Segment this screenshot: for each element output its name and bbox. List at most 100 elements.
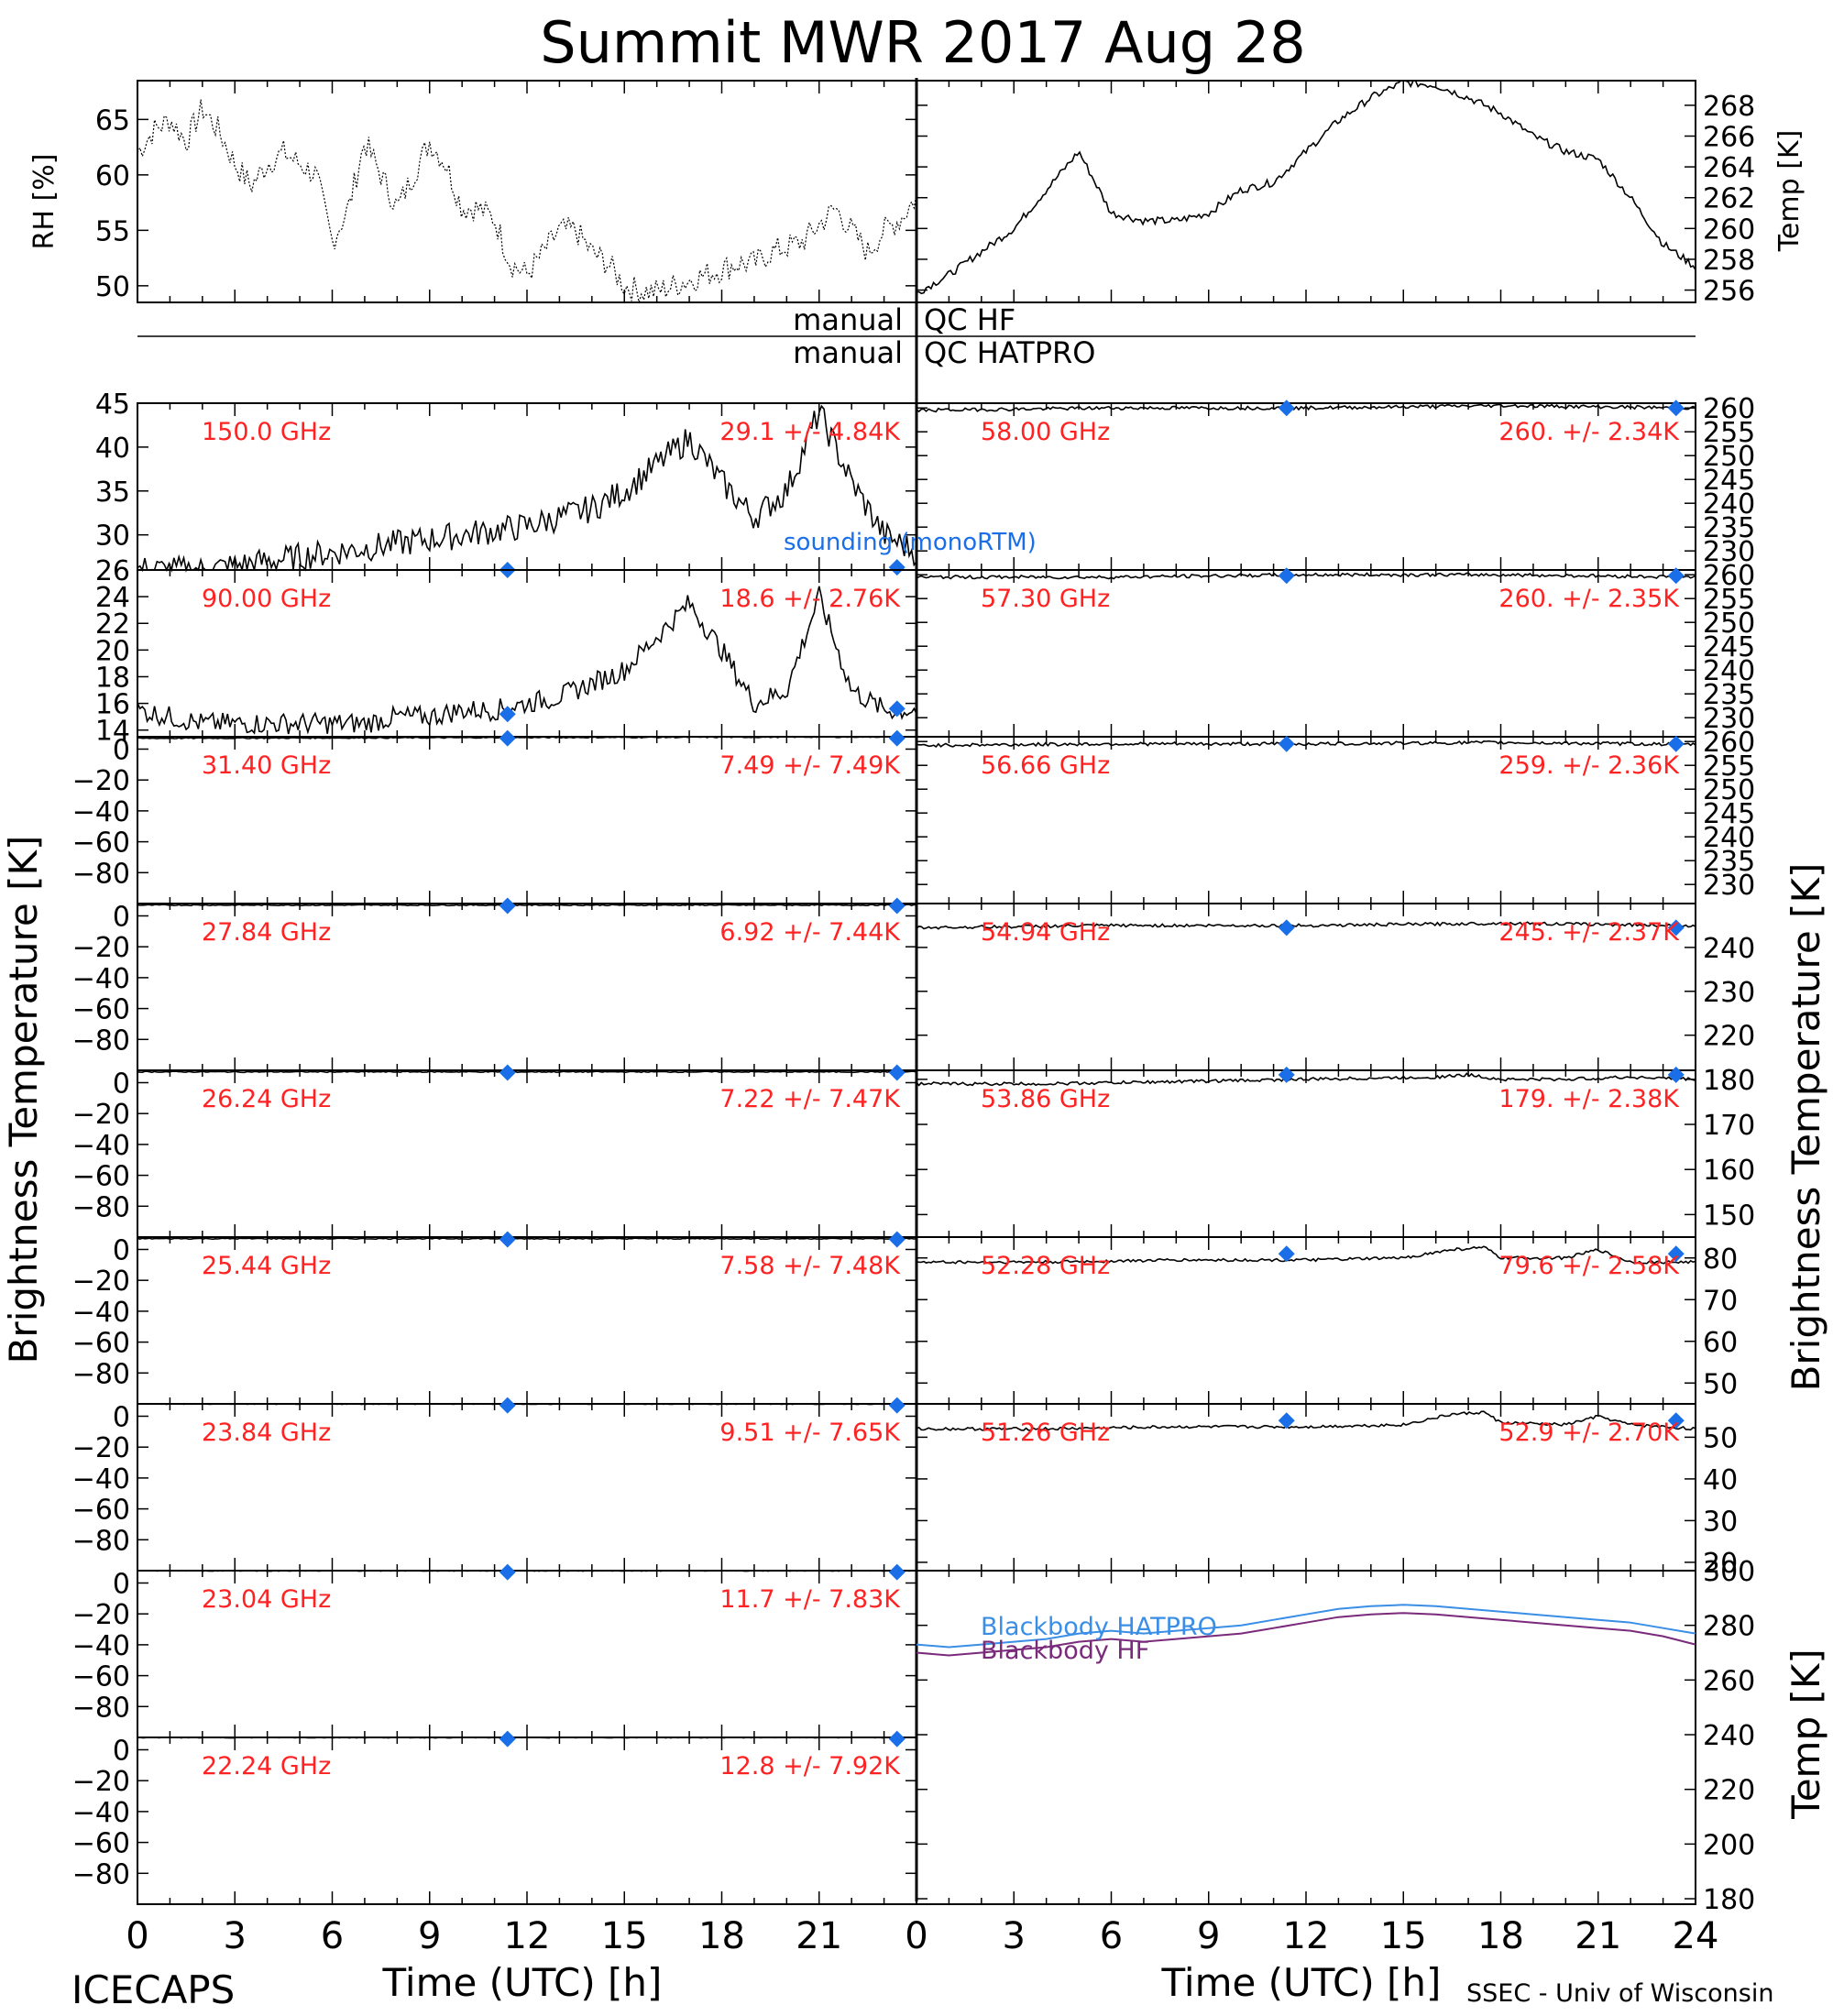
channel-stats: 9.51 +/- 7.65K bbox=[719, 1419, 901, 1447]
channel-stats: 259. +/- 2.36K bbox=[1498, 751, 1680, 780]
y-tick-label: 80 bbox=[1703, 1244, 1738, 1276]
series-line-ch53 bbox=[916, 1072, 1696, 1087]
y-tick-label: 70 bbox=[1703, 1285, 1738, 1317]
sounding-marker bbox=[499, 1397, 516, 1414]
y-tick-label: 18 bbox=[95, 662, 130, 694]
y-tick-label: −80 bbox=[72, 1692, 130, 1724]
sounding-marker bbox=[499, 706, 516, 723]
series-line-ch58 bbox=[916, 403, 1696, 413]
y-tick-label: 230 bbox=[1703, 536, 1755, 568]
panel-ch23_0: 0−20−40−60−80 23.04 GHz 11.7 +/- 7.83K bbox=[72, 1563, 917, 1738]
y-tick-label: 16 bbox=[95, 689, 130, 721]
y-tick-label: 280 bbox=[1703, 1611, 1755, 1643]
y-tick-label: 240 bbox=[1703, 488, 1755, 520]
channel-frequency: 90.00 GHz bbox=[202, 585, 331, 613]
x-axis-label-right: Time (UTC) [h] bbox=[1161, 1960, 1442, 2005]
series-line-rh bbox=[137, 99, 917, 303]
series-line-ch23_8 bbox=[137, 1403, 917, 1406]
y-tick-label: 14 bbox=[95, 716, 130, 748]
panel-blackbody: 180 200 220 240 260 280 300 Blackbody HATPROBla… bbox=[916, 1556, 1755, 1916]
y-tick-label: −20 bbox=[72, 1265, 130, 1298]
panel-ch51: 20 30 40 50 51.26 GHz 52.9 +/- 2.70K bbox=[916, 1403, 1738, 1580]
series-line-ch23_0 bbox=[137, 1570, 917, 1572]
y-tick-label: 250 bbox=[1703, 441, 1755, 473]
y-tick-label: −80 bbox=[72, 1191, 130, 1223]
legend-bb-hf: Blackbody HF bbox=[981, 1637, 1149, 1665]
y-tick-label: 160 bbox=[1703, 1155, 1755, 1187]
x-tick-label: 15 bbox=[1380, 1915, 1427, 1957]
series-line-ch90 bbox=[137, 586, 917, 735]
panel-frame bbox=[916, 80, 1696, 303]
channel-frequency: 31.40 GHz bbox=[202, 751, 331, 780]
panel-ch54: 220 230 240 54.94 GHz 245. +/- 2.37K bbox=[916, 903, 1755, 1071]
sounding-marker bbox=[1667, 1245, 1685, 1263]
y-tick-label: 260 bbox=[1703, 1665, 1755, 1697]
series-line-ch150 bbox=[137, 404, 917, 574]
sounding-marker bbox=[1667, 1066, 1685, 1083]
channel-stats: 260. +/- 2.34K bbox=[1498, 418, 1680, 446]
y-tick-label: 235 bbox=[1703, 512, 1755, 544]
x-tick-label: 0 bbox=[126, 1915, 148, 1957]
y-tick-label: 0 bbox=[113, 1401, 130, 1433]
y-tick-label: −40 bbox=[72, 796, 130, 828]
y-tick-label: −60 bbox=[72, 827, 130, 860]
channel-stats: 7.49 +/- 7.49K bbox=[719, 751, 901, 780]
sounding-marker bbox=[499, 1730, 516, 1748]
y-tick-label: 255 bbox=[1703, 751, 1755, 783]
y-tick-label: −60 bbox=[72, 1828, 130, 1860]
panel-ch53: 150 160 170 180 53.86 GHz 179. +/- 2.38K bbox=[916, 1065, 1755, 1238]
channel-stats: 245. +/- 2.37K bbox=[1498, 918, 1680, 947]
y-tick-label: 50 bbox=[1703, 1368, 1738, 1400]
channel-frequency: 52.28 GHz bbox=[981, 1252, 1110, 1280]
series-line-ch22 bbox=[137, 1737, 916, 1739]
x-tick-label: 6 bbox=[1100, 1915, 1123, 1957]
channel-stats: 7.58 +/- 7.48K bbox=[719, 1252, 901, 1280]
series-line-ch56 bbox=[916, 740, 1696, 748]
sounding-marker bbox=[1278, 400, 1295, 417]
y-tick-label: 220 bbox=[1703, 1775, 1755, 1807]
panel-ch23_8: 0−20−40−60−80 23.84 GHz 9.51 +/- 7.65K bbox=[72, 1397, 917, 1572]
x-tick-label: 18 bbox=[1477, 1915, 1524, 1957]
qc-manual-label-1: manual bbox=[793, 302, 903, 337]
y-tick-label: 170 bbox=[1703, 1110, 1755, 1142]
y-tick-label: 230 bbox=[1703, 703, 1755, 735]
channel-frequency: 53.86 GHz bbox=[981, 1085, 1110, 1113]
series-line-ch51 bbox=[916, 1410, 1696, 1431]
y-tick-label: 250 bbox=[1703, 774, 1755, 806]
y-tick-label: −20 bbox=[72, 932, 130, 964]
channel-stats: 79.6 +/- 2.58K bbox=[1498, 1252, 1680, 1280]
channel-stats: 12.8 +/- 7.92K bbox=[719, 1752, 901, 1780]
y-tick-label: 235 bbox=[1703, 679, 1755, 711]
y-tick-label: 40 bbox=[95, 433, 130, 465]
y-tick-label: 60 bbox=[1703, 1327, 1738, 1359]
y-tick-label: 180 bbox=[1703, 1065, 1755, 1097]
y-tick-label: 230 bbox=[1703, 870, 1755, 902]
y-tick-label: 235 bbox=[1703, 846, 1755, 878]
series-line-temp bbox=[916, 80, 1696, 295]
y-tick-label: 20 bbox=[1703, 1548, 1738, 1580]
y-tick-label: 0 bbox=[113, 1735, 130, 1767]
sounding-marker bbox=[888, 559, 906, 576]
y-tick-label: 240 bbox=[1703, 933, 1755, 965]
y-tick-label: −20 bbox=[72, 1099, 130, 1131]
y-tick-label: 20 bbox=[95, 635, 130, 667]
x-tick-label: 9 bbox=[1197, 1915, 1220, 1957]
channel-stats: 52.9 +/- 2.70K bbox=[1498, 1419, 1680, 1447]
y-tick-label: 240 bbox=[1703, 1720, 1755, 1752]
panel-ch52: 50 60 70 80 52.28 GHz 79.6 +/- 2.58K bbox=[916, 1236, 1738, 1405]
y-tick-label: 26 bbox=[95, 555, 130, 587]
figure-title: Summit MWR 2017 Aug 28 bbox=[540, 9, 1305, 76]
channel-frequency: 23.84 GHz bbox=[202, 1419, 331, 1447]
x-tick-label: 3 bbox=[1003, 1915, 1026, 1957]
y-tick-label: −80 bbox=[72, 1858, 130, 1890]
sounding-marker bbox=[499, 897, 516, 915]
sounding-marker bbox=[1278, 1245, 1295, 1263]
qc-hatpro-label: QC HATPRO bbox=[924, 335, 1095, 370]
sounding-marker bbox=[1278, 919, 1295, 937]
y-tick-label: 300 bbox=[1703, 1556, 1755, 1588]
y-tick-label: 255 bbox=[1703, 584, 1755, 616]
sounding-marker bbox=[1667, 735, 1685, 752]
x-tick-label: 12 bbox=[504, 1915, 551, 1957]
